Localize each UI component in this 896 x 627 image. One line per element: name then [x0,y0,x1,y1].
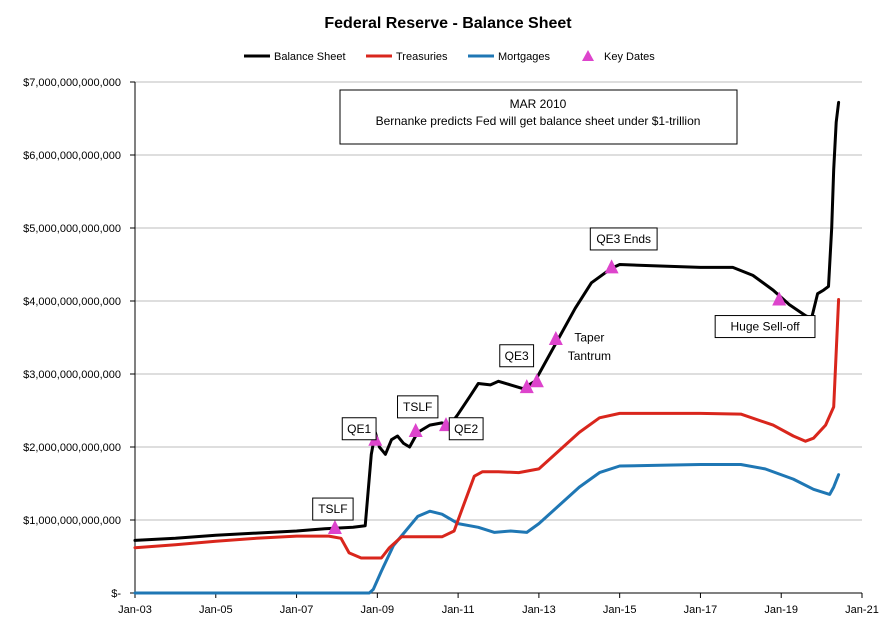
y-tick-label: $5,000,000,000,000 [23,223,121,235]
x-tick-label: Jan-13 [522,604,556,616]
legend-mortgages-label: Mortgages [498,51,550,63]
annotation-box [714,315,816,339]
key-date-marker [772,291,787,306]
annotation-box [397,395,439,419]
legend: Balance Sheet Treasuries Mortgages Key D… [244,50,655,63]
treasuries-line [133,298,841,560]
x-tick-label: Jan-05 [199,604,233,616]
mortgages-line [133,463,841,595]
y-tick-label: $2,000,000,000,000 [23,442,121,454]
annotations: TSLF QE1 TSLF QE2 QE3 Taper Tantrum QE3 Ends Hug… [312,227,816,521]
y-tick-label: $3,000,000,000,000 [23,369,121,381]
x-tick-label: Jan-11 [442,604,475,616]
annotation-box [589,227,658,251]
x-tick-label: Jan-07 [280,604,314,616]
series-lines [133,100,841,595]
legend-key-dates-marker [582,50,594,61]
y-tick-label: $6,000,000,000,000 [23,150,121,162]
x-tick-label: Jan-19 [764,604,798,616]
key-date-marker [529,373,544,388]
annotation-box [312,497,354,521]
annotation-label: Tantrum [568,349,611,363]
annotation-box [448,417,484,441]
y-tick-label: $- [111,588,121,600]
annotation-label: QE3 Ends [596,232,651,246]
annotation-box [499,344,535,368]
callout-line-1: MAR 2010 [510,97,567,111]
y-tick-label: $1,000,000,000,000 [23,515,121,527]
callout-line-2: Bernanke predicts Fed will get balance s… [376,114,701,128]
annotation-label: Taper [574,331,604,345]
legend-balance-sheet-label: Balance Sheet [274,51,346,63]
key-date-marker [604,259,619,274]
key-date-marker [548,330,563,345]
chart-title: Federal Reserve - Balance Sheet [324,15,572,32]
legend-treasuries-label: Treasuries [396,51,448,63]
key-date-marker [408,422,423,437]
annotation-label: QE3 [505,349,529,363]
annotation-label: TSLF [403,400,432,414]
annotation-box [341,417,377,441]
legend-key-dates-label: Key Dates [604,51,655,63]
key-date-marker [519,379,534,394]
x-tick-label: Jan-15 [603,604,637,616]
y-tick-label: $4,000,000,000,000 [23,296,121,308]
annotation-label: QE2 [454,422,478,436]
x-tick-label: Jan-17 [684,604,718,616]
annotation-label: QE1 [347,422,371,436]
gridlines [135,81,862,521]
y-tick-label: $7,000,000,000,000 [23,77,121,89]
annotation-label: TSLF [318,502,347,516]
annotation-label: Huge Sell-off [730,320,800,334]
axes: $- $1,000,000,000,000 $2,000,000,000,000 $3… [23,77,879,616]
x-tick-label: Jan-03 [118,604,152,616]
callout-box: MAR 2010 Bernanke predicts Fed will get … [339,89,738,145]
x-tick-label: Jan-21 [845,604,879,616]
key-date-marker [327,520,342,535]
x-tick-label: Jan-09 [361,604,395,616]
